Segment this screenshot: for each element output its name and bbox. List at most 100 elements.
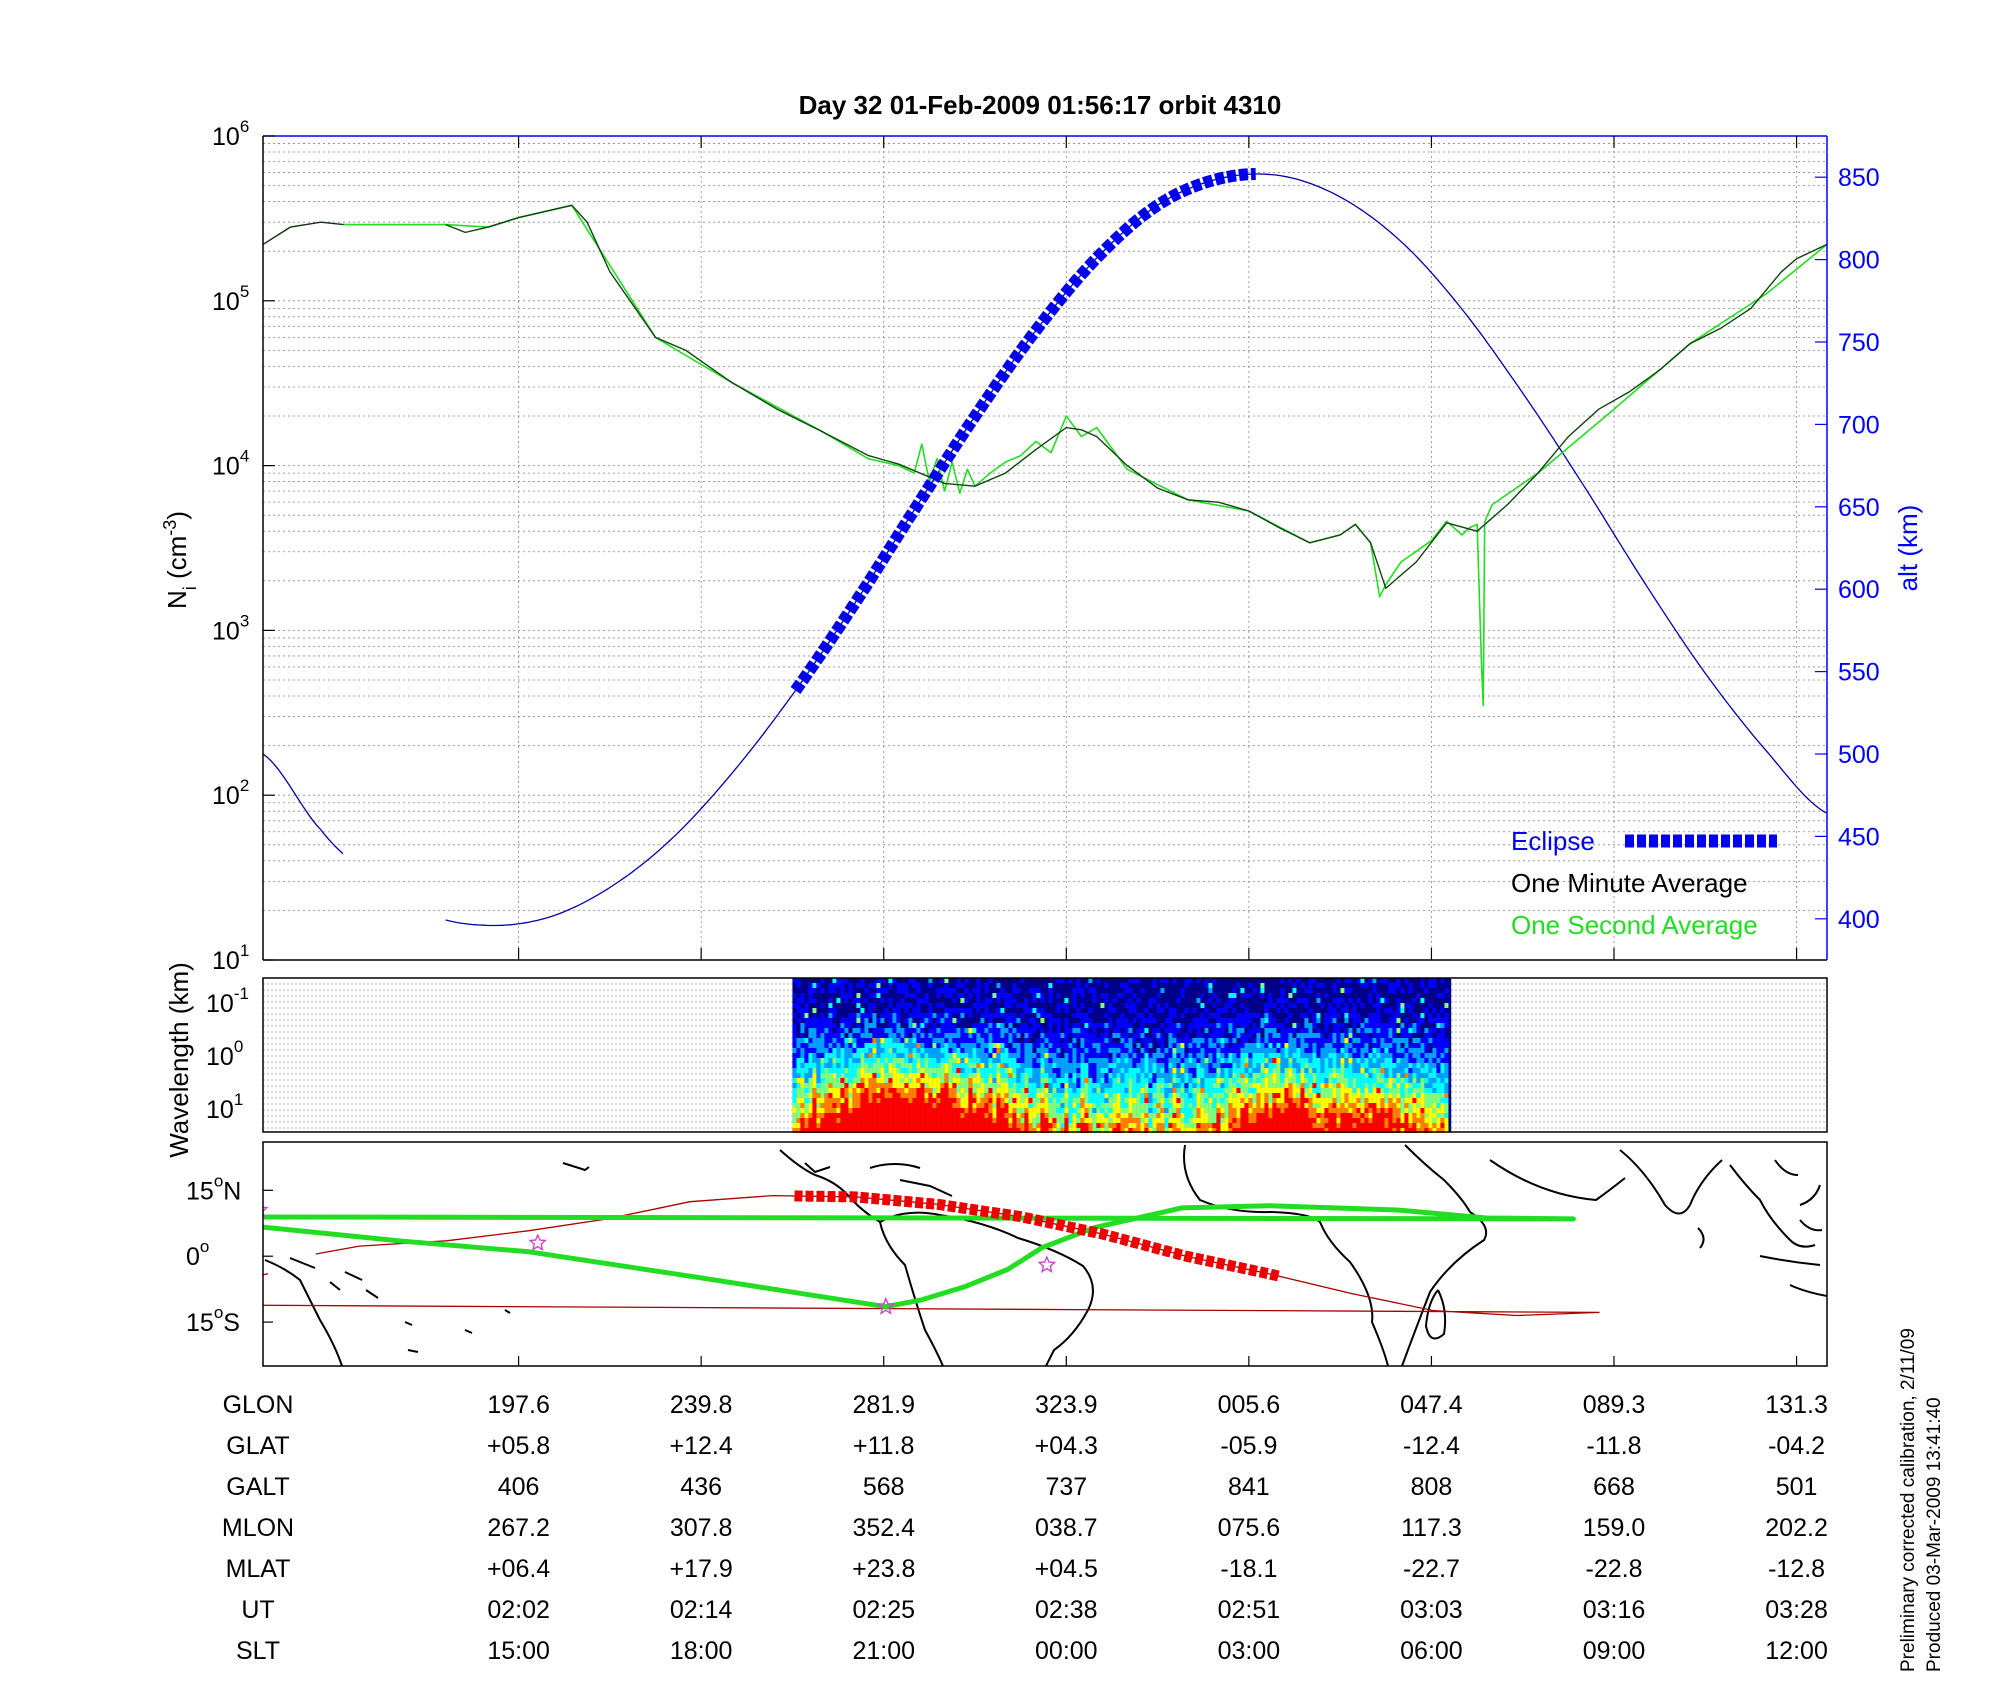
spectrogram-cell: [1316, 1108, 1321, 1113]
spectrogram-cell: [1400, 1113, 1405, 1118]
spectrogram-cell: [1404, 1033, 1409, 1038]
spectrogram-cell: [1256, 1123, 1261, 1128]
spectrogram-cell: [1324, 1058, 1329, 1063]
spectrogram-cell: [952, 1063, 957, 1068]
spectrogram-cell: [844, 1078, 849, 1083]
spectrogram-cell: [1244, 1048, 1249, 1053]
spectrogram-cell: [792, 993, 797, 998]
spectrogram-cell: [1172, 1008, 1177, 1013]
spectrogram-cell: [848, 1088, 853, 1093]
spectrogram-cell: [1316, 1053, 1321, 1058]
spectrogram-cell: [1220, 1098, 1225, 1103]
spectrogram-cell: [804, 1113, 809, 1118]
spectrogram-cell: [908, 1018, 913, 1023]
spectrogram-cell: [1124, 988, 1129, 993]
spectrogram-cell: [944, 1073, 949, 1078]
spectrogram-cell: [860, 1128, 865, 1133]
spectrogram-cell: [936, 1108, 941, 1113]
spectrogram-cell: [1052, 1043, 1057, 1048]
spectrogram-cell: [1124, 1018, 1129, 1023]
spectrogram-cell: [1428, 1053, 1433, 1058]
spectrogram-cell: [1236, 1093, 1241, 1098]
spectrogram-cell: [1064, 1083, 1069, 1088]
spectrogram-cell: [872, 1043, 877, 1048]
spectrogram-cell: [836, 1048, 841, 1053]
spectrogram-cell: [888, 978, 893, 983]
spectrogram-cell: [916, 1013, 921, 1018]
spectrogram-cell: [1352, 1108, 1357, 1113]
spectrogram-cell: [804, 1013, 809, 1018]
spectrogram-cell: [1248, 1113, 1253, 1118]
spectrogram-cell: [1148, 998, 1153, 1003]
spectrogram-cell: [1204, 1058, 1209, 1063]
spectrogram-cell: [1120, 1038, 1125, 1043]
spectrogram-cell: [1004, 1073, 1009, 1078]
spectrogram-cell: [1332, 1073, 1337, 1078]
spectrogram-cell: [1244, 1108, 1249, 1113]
spectrogram-cell: [1012, 1063, 1017, 1068]
spectrogram-cell: [1368, 1118, 1373, 1123]
spectrogram-cell: [808, 1058, 813, 1063]
spectrogram-cell: [1192, 1043, 1197, 1048]
spectrogram-cell: [1240, 1048, 1245, 1053]
spectrogram-cell: [984, 1063, 989, 1068]
spectrogram-cell: [1444, 1068, 1449, 1073]
spectrogram-cell: [1028, 1098, 1033, 1103]
spectrogram-cell: [1184, 1008, 1189, 1013]
spectrogram-cell: [848, 1023, 853, 1028]
spectrogram-cell: [888, 1108, 893, 1113]
spectrogram-cell: [936, 1068, 941, 1073]
spectrogram-cell: [1248, 1078, 1253, 1083]
spectrogram-cell: [1016, 1113, 1021, 1118]
spectrogram-cell: [1300, 1013, 1305, 1018]
spectrogram-cell: [1224, 1128, 1229, 1133]
spectrogram-cell: [1424, 1093, 1429, 1098]
spectrogram-cell: [1192, 1073, 1197, 1078]
spectrogram-cell: [1332, 1028, 1337, 1033]
spectrogram-cell: [948, 1123, 953, 1128]
spectrogram-cell: [1412, 1048, 1417, 1053]
spectrogram-cell: [1188, 1118, 1193, 1123]
spectrogram-cell: [1064, 1023, 1069, 1028]
table-cell: +12.4: [670, 1432, 733, 1460]
spectrogram-cell: [932, 1123, 937, 1128]
spectrogram-cell: [1004, 1103, 1009, 1108]
spectrogram-cell: [1140, 1018, 1145, 1023]
spectrogram-cell: [1132, 1038, 1137, 1043]
spectrogram-cell: [1432, 1078, 1437, 1083]
spectrogram-cell: [1200, 1113, 1205, 1118]
spectrogram-cell: [812, 1098, 817, 1103]
spectrogram-cell: [828, 1008, 833, 1013]
spectrogram-cell: [800, 1108, 805, 1113]
spectrogram-cell: [860, 1118, 865, 1123]
spectrogram-cell: [1376, 1048, 1381, 1053]
spectrogram-cell: [984, 1058, 989, 1063]
spectrogram-cell: [920, 1038, 925, 1043]
spectrogram-cell: [824, 1113, 829, 1118]
table-cell: 03:16: [1583, 1596, 1646, 1624]
spectrogram-cell: [1112, 1078, 1117, 1083]
spectrogram-cell: [1196, 978, 1201, 983]
spectrogram-cell: [1292, 1098, 1297, 1103]
spectrogram-cell: [932, 1038, 937, 1043]
spectrogram-cell: [912, 1028, 917, 1033]
spectrogram-cell: [1228, 1083, 1233, 1088]
spectrogram-cell: [920, 1053, 925, 1058]
spectrogram-cell: [1312, 1043, 1317, 1048]
spectrogram-cell: [1052, 1048, 1057, 1053]
spectrogram-cell: [1232, 1023, 1237, 1028]
spectrogram-cell: [1380, 1073, 1385, 1078]
spectrogram-cell: [1292, 1023, 1297, 1028]
spectrogram-cell: [1156, 1118, 1161, 1123]
spectrogram-cell: [1176, 1068, 1181, 1073]
spectrogram-cell: [812, 1008, 817, 1013]
spectrogram-cell: [860, 1098, 865, 1103]
spectrogram-cell: [1020, 1053, 1025, 1058]
spectrogram-cell: [1200, 1053, 1205, 1058]
spectrogram-cell: [960, 1113, 965, 1118]
spectrogram-cell: [820, 1058, 825, 1063]
spectrogram-cell: [1284, 1083, 1289, 1088]
spectrogram-cell: [964, 1008, 969, 1013]
spectrogram-cell: [1364, 1018, 1369, 1023]
spectrogram-cell: [1208, 1048, 1213, 1053]
